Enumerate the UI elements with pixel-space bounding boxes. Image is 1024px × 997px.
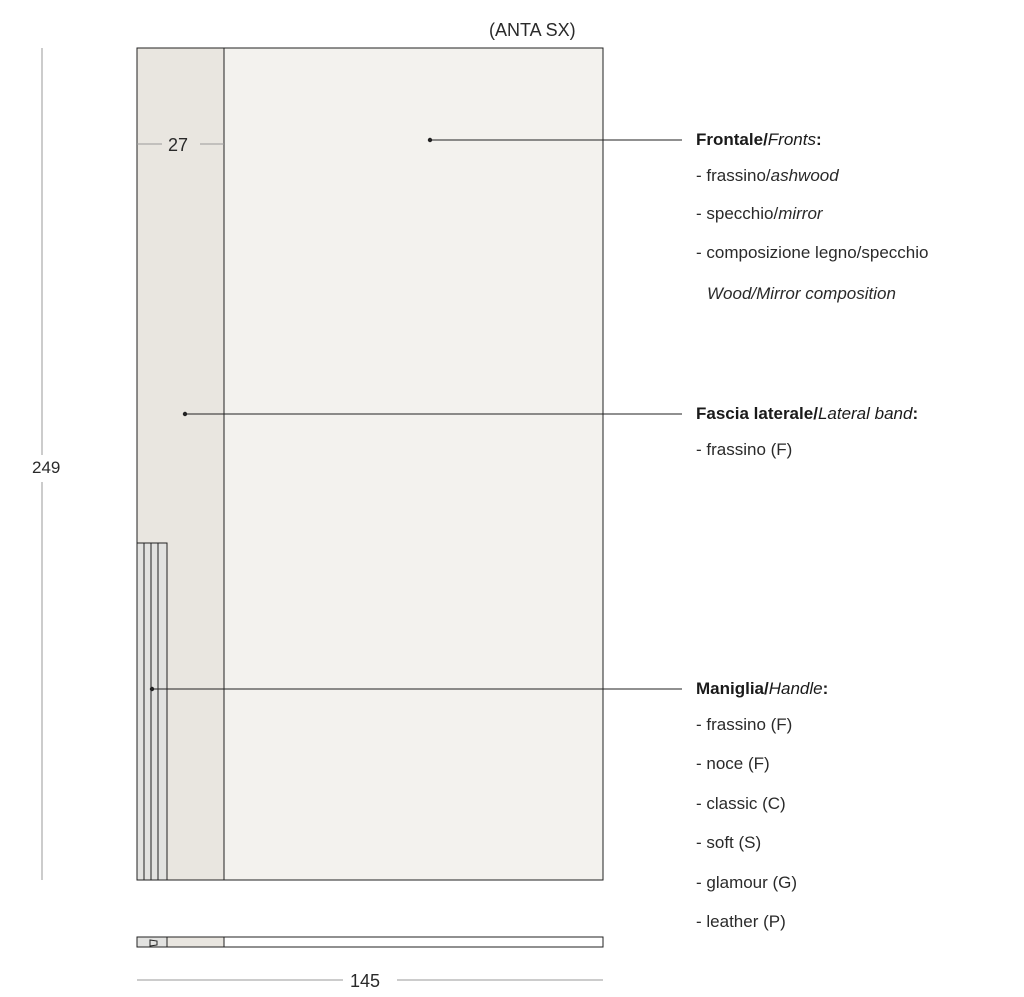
handle-item: - noce (F)	[696, 754, 770, 773]
handle-item: - leather (P)	[696, 912, 786, 931]
fronts-heading: Frontale/Fronts:	[696, 131, 822, 148]
lateral-band-heading: Fascia laterale/Lateral band:	[696, 405, 918, 422]
handle-heading-colon: :	[822, 679, 829, 698]
lateral-band-heading-colon: :	[912, 404, 919, 423]
handle-item: - glamour (G)	[696, 873, 798, 892]
fronts-heading-colon: :	[815, 130, 822, 149]
handle-heading-sep: /	[764, 679, 769, 698]
fronts-heading-en: Fronts	[767, 130, 816, 149]
handle-heading: Maniglia/Handle:	[696, 680, 828, 697]
fronts-heading-sep: /	[763, 130, 768, 149]
lateral-band-heading-en: Lateral band	[817, 404, 913, 423]
height-dimension-label: 249	[32, 458, 61, 477]
handle	[136, 542, 168, 881]
handle-item: - frassino (F)	[696, 715, 793, 734]
handle-heading-it: Maniglia	[696, 679, 765, 698]
view-title: (ANTA SX)	[489, 20, 576, 40]
plan-view-handle	[136, 936, 168, 948]
handle-leader-dot	[149, 686, 155, 692]
lateral-band-heading-sep: /	[813, 404, 818, 423]
lateral-band-heading-it: Fascia laterale	[696, 404, 814, 423]
fronts-leader-dot	[427, 137, 433, 143]
fronts-heading-it: Frontale	[696, 130, 764, 149]
width-dimension-label: 145	[350, 971, 381, 991]
fronts-item: Wood/Mirror composition	[707, 284, 896, 303]
band-leader-dot	[182, 411, 188, 417]
fronts-item: - frassino/ashwood	[696, 166, 839, 185]
fronts-item: - specchio/mirror	[696, 204, 823, 223]
handle-item: - classic (C)	[696, 794, 786, 813]
fronts-item: - composizione legno/specchio	[696, 243, 929, 262]
lateral-band-item: - frassino (F)	[696, 440, 793, 459]
handle-heading-en: Handle	[768, 679, 823, 698]
handle-item: - soft (S)	[696, 833, 762, 852]
band-width-label: 27	[168, 135, 189, 155]
plan-view-handle-profile	[149, 939, 158, 947]
